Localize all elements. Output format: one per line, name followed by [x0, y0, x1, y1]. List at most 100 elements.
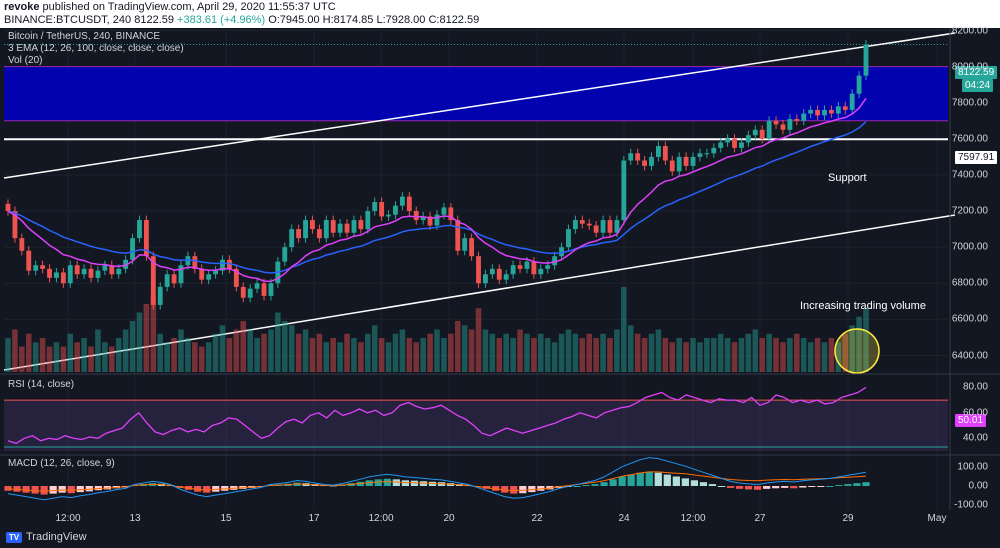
candle-body	[220, 259, 225, 271]
volume-bar	[261, 333, 267, 372]
vol-legend: Vol (20)	[8, 55, 43, 66]
candle-body	[662, 146, 668, 161]
volume-bar	[413, 342, 420, 372]
volume-bar	[780, 342, 786, 372]
time-tick-label: 24	[618, 513, 630, 524]
candle-body	[289, 229, 295, 248]
ema-legend: 3 EMA (12, 26, 100, close, close, close)	[8, 43, 184, 54]
candle-body	[393, 205, 398, 215]
candle-body	[178, 265, 184, 284]
time-tick-label: 27	[754, 513, 766, 524]
candle-body	[572, 220, 578, 230]
volume-bar	[607, 338, 613, 372]
footer-bar	[0, 528, 1000, 548]
macd-histogram-bar	[781, 486, 789, 488]
volume-bar	[787, 338, 793, 372]
volume-bar	[510, 338, 516, 372]
volume-bar	[759, 338, 765, 372]
symbol-label: BINANCE:BTCUSDT, 240	[4, 14, 132, 26]
brand-name: TradingView	[26, 531, 87, 543]
macd-histogram-bar	[67, 486, 75, 494]
candle-body	[607, 220, 613, 233]
candle-body	[559, 247, 564, 257]
chart-canvas[interactable]	[0, 0, 1000, 528]
candle-body	[586, 223, 592, 226]
candle-body	[863, 44, 869, 76]
macd-histogram-bar	[492, 486, 500, 491]
time-tick-label: 22	[531, 513, 543, 524]
macd-histogram-bar	[717, 486, 726, 487]
volume-bar	[565, 329, 572, 372]
tradingview-logo-icon: TV	[6, 531, 22, 543]
candle-body	[697, 153, 703, 157]
volume-bar	[88, 346, 94, 372]
volume-bar	[849, 325, 855, 372]
candle-body	[794, 118, 800, 121]
volume-bar	[385, 342, 392, 372]
volume-bar	[593, 338, 599, 372]
volume-bar	[683, 342, 689, 372]
macd-histogram-bar	[772, 486, 780, 489]
macd-histogram-bar	[501, 486, 509, 493]
candle-body	[669, 160, 675, 172]
candle-body	[835, 106, 841, 114]
macd-histogram-bar	[401, 480, 410, 486]
candle-body	[448, 207, 454, 221]
candle-body	[406, 196, 412, 212]
volume-bar	[655, 329, 662, 372]
volume-bar	[185, 338, 191, 372]
volume-bar	[330, 338, 336, 372]
volume-bar	[309, 338, 316, 372]
candle-body	[773, 120, 779, 125]
candle-body	[171, 274, 177, 284]
macd-histogram-bar	[636, 472, 644, 486]
candle-body	[815, 109, 820, 116]
candle-body	[323, 220, 329, 239]
candle-body	[5, 203, 11, 212]
candle-body	[399, 196, 405, 206]
candle-body	[635, 153, 641, 161]
candle-body	[614, 220, 620, 233]
volume-bar	[53, 342, 60, 372]
volume-bar	[295, 333, 302, 372]
macd-histogram-bar	[573, 486, 581, 487]
volume-bar	[240, 321, 247, 372]
rsi-tick-label: 60.00	[962, 407, 988, 419]
macd-histogram-bar	[591, 484, 599, 486]
macd-histogram-bar	[58, 486, 66, 493]
price-tick-label: 6400.00	[951, 350, 988, 361]
volume-bar	[67, 333, 74, 372]
macd-histogram-bar	[627, 474, 635, 486]
candle-body	[524, 261, 530, 269]
volume-bar	[136, 312, 143, 372]
volume-bar	[717, 333, 724, 372]
candle-body	[704, 153, 710, 155]
volume-bar	[669, 342, 676, 372]
brand[interactable]: TV TradingView	[6, 531, 87, 543]
candle-body	[95, 270, 101, 278]
volume-bar	[538, 333, 544, 372]
close-value: 8122.59	[134, 14, 174, 26]
candle-body	[517, 265, 523, 269]
volume-bar	[807, 342, 814, 372]
volume-bar	[164, 342, 170, 372]
volume-bar	[351, 338, 357, 372]
macd-tick-label: 100.00	[957, 461, 988, 473]
volume-bar	[586, 333, 592, 372]
volume-bar	[365, 333, 371, 372]
macd-histogram-bar	[85, 486, 93, 492]
volume-bar	[614, 329, 620, 372]
volume-bar	[454, 321, 461, 372]
volume-bar	[621, 287, 627, 372]
volume-bar	[427, 333, 433, 372]
volume-bar	[441, 338, 447, 372]
candle-body	[185, 256, 191, 266]
candle-body	[628, 153, 634, 161]
macd-tick-label: 0.00	[968, 480, 988, 492]
volume-annotation: Increasing trading volume	[800, 300, 926, 312]
volume-bar	[247, 329, 253, 372]
candle-body	[739, 142, 744, 148]
candle-body	[150, 256, 156, 305]
price-tick-label: 7000.00	[951, 241, 988, 253]
volume-bar	[95, 329, 101, 372]
